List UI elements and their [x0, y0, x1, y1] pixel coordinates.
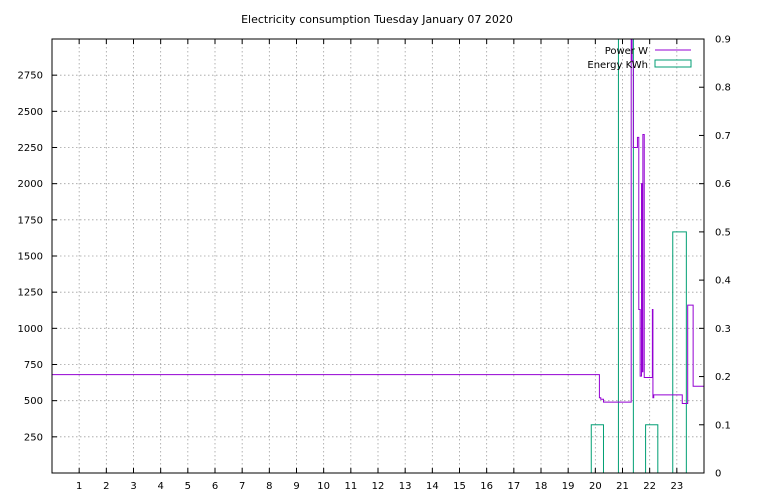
y-axis-right: 0 0.1 0.2 0.3 0.4 0.5 0.6 0.7 0.8 0.9 [699, 35, 731, 480]
x-tick-label: 15 [453, 481, 466, 492]
y-left-tick-label: 2750 [18, 71, 43, 82]
x-tick-label: 7 [239, 481, 245, 492]
x-axis: 1 2 3 4 5 6 7 8 9 10 11 12 13 14 15 16 17 18 19 20 21 22 23 [76, 39, 683, 492]
x-tick-label: 16 [480, 481, 493, 492]
x-tick-label: 11 [344, 481, 357, 492]
x-tick-label: 13 [399, 481, 412, 492]
y-right-tick-label: 0.2 [715, 372, 731, 383]
chart-title: Electricity consumption Tuesday January … [241, 13, 513, 26]
x-tick-label: 14 [426, 481, 439, 492]
power-series-line [52, 38, 705, 405]
energy-bar [590, 424, 604, 474]
y-axis-left: 250 500 750 1000 1250 1500 1750 2000 2250 2500 275… [18, 71, 57, 443]
legend-swatch-energy [654, 59, 692, 68]
legend-label-energy: Energy KWh [587, 60, 648, 71]
x-tick-label: 20 [589, 481, 602, 492]
legend-label-power: Power W [605, 46, 648, 57]
grid-layer [52, 39, 704, 473]
y-right-tick-label: 0.3 [715, 324, 731, 335]
y-left-tick-label: 250 [24, 432, 43, 443]
y-left-tick-label: 2000 [18, 179, 43, 190]
y-right-tick-label: 0.1 [715, 420, 731, 431]
y-left-tick-label: 500 [24, 396, 43, 407]
y-right-tick-label: 0.9 [715, 35, 731, 46]
y-left-tick-label: 1750 [18, 215, 43, 226]
x-tick-label: 17 [507, 481, 520, 492]
x-tick-label: 6 [212, 481, 218, 492]
x-tick-label: 4 [157, 481, 163, 492]
x-tick-label: 8 [266, 481, 272, 492]
x-tick-label: 12 [372, 481, 385, 492]
y-right-tick-label: 0.8 [715, 83, 731, 94]
y-left-tick-label: 1250 [18, 288, 43, 299]
x-tick-label: 21 [616, 481, 629, 492]
y-right-tick-label: 0.5 [715, 227, 731, 238]
y-left-tick-label: 2500 [18, 107, 43, 118]
x-tick-label: 5 [185, 481, 191, 492]
y-left-tick-label: 2250 [18, 143, 43, 154]
x-tick-label: 22 [643, 481, 656, 492]
energy-bar [645, 424, 659, 474]
y-right-tick-label: 0.6 [715, 179, 731, 190]
x-tick-label: 10 [317, 481, 330, 492]
x-tick-label: 23 [670, 481, 683, 492]
x-tick-label: 9 [293, 481, 299, 492]
x-tick-label: 1 [76, 481, 82, 492]
x-tick-label: 3 [130, 481, 136, 492]
y-left-tick-label: 1500 [18, 252, 43, 263]
y-right-tick-label: 0.7 [715, 131, 731, 142]
y-left-tick-label: 750 [24, 360, 43, 371]
power-line [52, 38, 705, 405]
x-tick-label: 18 [535, 481, 548, 492]
x-tick-label: 2 [103, 481, 109, 492]
y-right-tick-label: 0.4 [715, 276, 731, 287]
y-right-tick-label: 0 [715, 469, 721, 480]
x-tick-label: 19 [562, 481, 575, 492]
legend: Power W Energy KWh [587, 46, 692, 71]
y-left-tick-label: 1000 [18, 324, 43, 335]
